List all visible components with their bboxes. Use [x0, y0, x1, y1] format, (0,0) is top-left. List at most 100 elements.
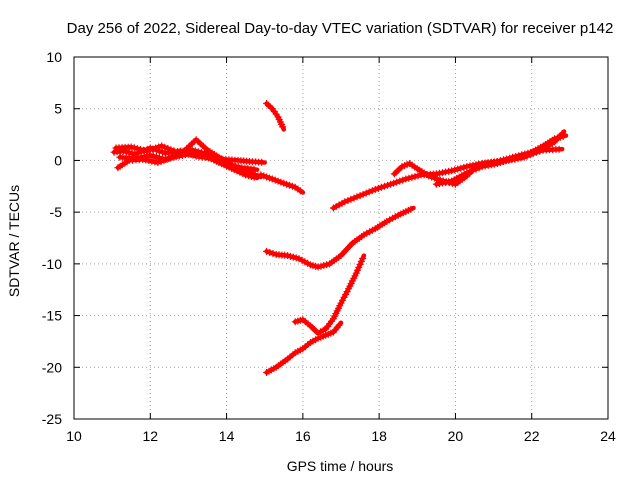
data-point — [352, 269, 360, 277]
data-point — [356, 260, 364, 268]
y-tick-label: -10 — [42, 256, 62, 272]
data-point — [143, 147, 150, 155]
ticks: 10 12 14 16 18 20 22 24 -25 -20 -15 -10 -5 0 5 10 — [42, 49, 616, 444]
data-point — [157, 158, 165, 165]
y-tick-label: 5 — [54, 101, 62, 117]
data-point — [506, 155, 514, 163]
data-point — [250, 165, 258, 173]
data-point — [149, 152, 157, 160]
data-point — [503, 156, 510, 164]
y-tick-label: 0 — [54, 152, 62, 168]
data-point — [335, 321, 343, 329]
data-point — [353, 193, 361, 201]
data-point — [163, 155, 171, 163]
data-point — [263, 247, 271, 255]
data-point — [451, 166, 459, 174]
data-point — [155, 143, 163, 151]
data-point — [472, 165, 480, 173]
data-point — [166, 154, 174, 162]
data-point — [469, 166, 477, 174]
data-point — [159, 148, 166, 156]
data-point — [170, 147, 178, 155]
data-point — [347, 195, 355, 203]
data-point — [405, 174, 413, 182]
data-point — [559, 132, 567, 140]
plot-frame — [73, 56, 609, 420]
data-point — [359, 255, 367, 262]
data-point — [341, 198, 349, 206]
data-point — [152, 153, 160, 161]
series-arc-7 — [263, 205, 416, 271]
data-point — [407, 205, 415, 213]
data-point — [160, 156, 168, 164]
data-point — [127, 143, 135, 151]
series-arc-4 — [114, 150, 260, 181]
data-point — [448, 167, 456, 175]
data-point — [371, 185, 379, 193]
x-tick-label: 24 — [600, 428, 616, 444]
data-point — [435, 169, 443, 177]
data-point — [136, 146, 144, 153]
y-tick-label: -25 — [42, 411, 62, 427]
data-point — [384, 181, 391, 189]
data-point — [266, 249, 274, 256]
data-point — [161, 143, 169, 151]
series-layer — [110, 100, 569, 376]
x-tick-label: 18 — [371, 428, 387, 444]
data-point — [178, 152, 186, 159]
data-point — [515, 153, 523, 161]
data-point — [496, 159, 504, 166]
data-point — [408, 173, 416, 181]
data-point — [411, 173, 419, 181]
data-point — [442, 178, 449, 186]
data-point — [374, 184, 382, 192]
data-point — [454, 165, 462, 173]
data-point — [460, 164, 468, 171]
data-point — [396, 177, 404, 185]
data-point — [555, 145, 563, 153]
data-point — [356, 192, 364, 200]
data-point — [167, 146, 175, 154]
data-point — [164, 144, 172, 152]
x-tick-label: 12 — [142, 428, 158, 444]
data-point — [393, 178, 401, 186]
data-point — [146, 151, 154, 159]
grid — [74, 57, 608, 419]
series-arc-10 — [432, 132, 569, 188]
data-point — [368, 187, 376, 195]
data-point — [362, 189, 370, 197]
data-point — [512, 154, 520, 161]
series-arc-5 — [257, 171, 306, 195]
x-tick-label: 22 — [524, 428, 540, 444]
data-point — [381, 182, 388, 190]
data-point — [359, 190, 367, 198]
data-point — [279, 123, 287, 131]
series-arc-12 — [291, 253, 367, 337]
data-point — [399, 176, 407, 184]
y-axis-label: SDTVAR / TECUs — [6, 185, 22, 297]
data-point — [466, 168, 474, 176]
data-point — [158, 142, 166, 150]
data-point — [154, 159, 162, 166]
data-point — [509, 154, 517, 162]
data-point — [463, 169, 471, 177]
data-point — [145, 157, 153, 165]
series-arc-6 — [263, 100, 287, 132]
data-point — [475, 164, 483, 172]
data-point — [493, 160, 501, 167]
data-point — [457, 164, 465, 172]
x-tick-label: 14 — [219, 428, 235, 444]
data-point — [521, 151, 529, 159]
data-point — [518, 152, 526, 160]
data-point — [350, 194, 358, 202]
data-point — [387, 180, 395, 188]
data-point — [152, 144, 160, 152]
y-tick-label: -20 — [42, 359, 62, 375]
x-tick-label: 16 — [295, 428, 311, 444]
data-point — [344, 197, 352, 205]
data-point — [130, 144, 138, 152]
y-tick-label: -15 — [42, 308, 62, 324]
data-point — [490, 160, 498, 168]
data-point — [269, 250, 277, 257]
